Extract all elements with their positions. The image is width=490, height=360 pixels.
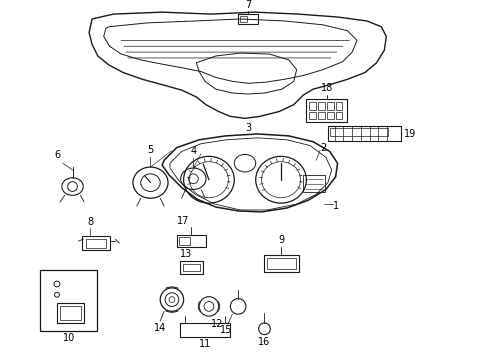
- Bar: [330, 128, 388, 136]
- Text: 13: 13: [180, 249, 192, 259]
- Bar: [183, 264, 200, 271]
- Bar: [86, 239, 106, 248]
- Text: 16: 16: [258, 337, 270, 347]
- Bar: [82, 236, 110, 250]
- Text: 11: 11: [199, 338, 211, 348]
- Bar: [318, 112, 325, 119]
- Text: 4: 4: [190, 147, 196, 156]
- Bar: [309, 112, 316, 119]
- Bar: [238, 14, 258, 24]
- Bar: [60, 306, 81, 320]
- Text: 10: 10: [63, 333, 75, 343]
- Bar: [309, 102, 316, 109]
- Bar: [336, 102, 343, 109]
- Text: 14: 14: [154, 323, 167, 333]
- Bar: [318, 102, 325, 109]
- Text: 17: 17: [177, 216, 189, 225]
- Text: 1: 1: [333, 201, 339, 211]
- Bar: [303, 175, 325, 192]
- Text: 5: 5: [147, 145, 153, 156]
- Bar: [306, 99, 347, 122]
- Text: 2: 2: [320, 143, 326, 153]
- Text: 7: 7: [245, 0, 251, 10]
- Text: 18: 18: [321, 83, 333, 93]
- Bar: [265, 255, 298, 272]
- Bar: [180, 323, 230, 337]
- Bar: [57, 303, 84, 323]
- Bar: [268, 258, 295, 269]
- Text: 6: 6: [55, 150, 61, 160]
- Text: 15: 15: [220, 325, 232, 335]
- Bar: [177, 235, 206, 247]
- Bar: [327, 102, 334, 109]
- Text: 12: 12: [211, 319, 223, 329]
- Bar: [336, 112, 343, 119]
- Text: 8: 8: [87, 216, 93, 226]
- Bar: [179, 237, 191, 245]
- Bar: [240, 16, 247, 22]
- Text: 3: 3: [245, 123, 251, 133]
- Text: 9: 9: [278, 235, 284, 245]
- Text: 19: 19: [404, 129, 416, 139]
- Bar: [40, 270, 97, 331]
- Bar: [327, 112, 334, 119]
- Bar: [180, 261, 203, 274]
- Bar: [328, 126, 401, 141]
